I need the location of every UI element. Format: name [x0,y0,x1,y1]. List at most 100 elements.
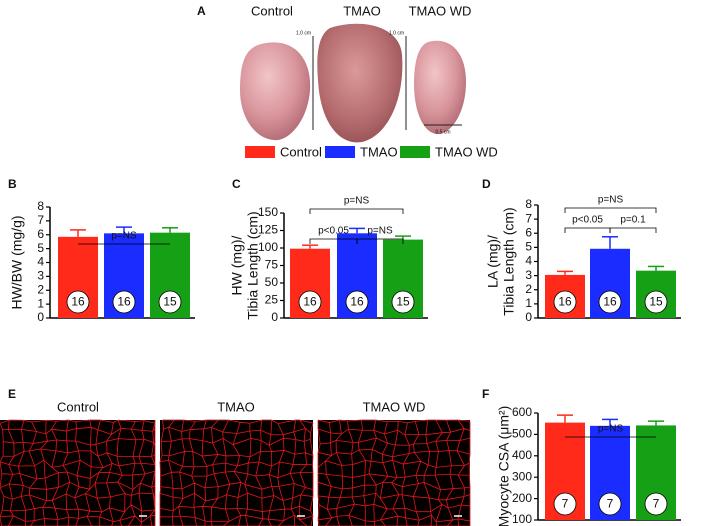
cell-borders [0,419,156,526]
annotation: p=0.1 [620,215,646,226]
n-label: 15 [649,295,663,309]
heart-control [240,42,311,141]
y-tick-label: 6 [525,225,532,239]
photo-label: TMAO WD [409,3,472,18]
y-tick-label: 500 [512,427,532,441]
n-badge [553,492,577,516]
legend-label: Control [280,144,322,159]
n-badge [391,290,415,314]
heart-tmao [317,23,403,143]
n-badge [158,290,182,314]
legend-swatch [245,146,275,158]
n-label: 16 [350,295,364,309]
annotation: p<0.05 [318,226,349,237]
y-tick-label: 4 [525,254,532,268]
y-tick-label: 100 [512,512,532,526]
legend-label: TMAO WD [435,144,498,159]
y-tick-label: 7 [37,213,44,227]
annotation: p=NS [367,226,393,237]
y-tick-label: 25 [265,293,279,307]
bracket [609,227,657,233]
n-label: 16 [303,295,317,309]
n-badge [298,290,322,314]
bracket [564,227,611,233]
y-tick-label: 400 [512,448,532,462]
y-tick-label: 1 [525,296,532,310]
panel-letter: B [8,177,17,191]
n-badge [598,492,622,516]
micrograph-label: Control [57,399,99,414]
n-label: 15 [396,295,410,309]
legend-label: TMAO [360,144,398,159]
n-label: 16 [603,295,617,309]
n-label: 16 [558,295,572,309]
scale-label: 1.0 cm [296,30,311,36]
scale-label: 1.0 cm [389,30,404,36]
y-tick-label: 200 [512,491,532,505]
annotation: p=NS [598,195,624,206]
n-badge [112,290,136,314]
micrograph [318,420,470,526]
cell-borders [317,419,471,526]
y-axis-label: HW/BW (mg/g) [9,215,25,309]
n-badge [644,290,668,314]
n-label: 7 [653,497,660,511]
annotation: p<0.05 [572,215,603,226]
annotation: p=NS [598,424,624,435]
panel-letter: F [482,387,489,401]
y-tick-label: 8 [525,197,532,211]
y-tick-label: 600 [512,405,532,419]
n-label: 15 [163,295,177,309]
y-tick-label: 0 [525,310,532,324]
y-axis-label: Myocyte CSA (μm²) [496,406,512,526]
heart-tmao-wd [414,40,466,135]
y-tick-label: 6 [37,227,44,241]
photo-label: TMAO [343,3,381,18]
panel-letter: C [232,177,241,191]
y-tick-label: 2 [525,282,532,296]
y-tick-label: 3 [37,269,44,283]
y-tick-label: 7 [525,211,532,225]
micrographs [0,419,471,526]
y-axis-label: LA (mg)/ [485,235,501,288]
panel-letter: D [482,177,491,191]
legend-swatch [325,146,355,158]
y-axis-label: HW (mg)/ [229,235,245,295]
y-tick-label: 3 [525,268,532,282]
n-badge [644,492,668,516]
y-tick-label: 0 [271,310,278,324]
n-badge [553,290,577,314]
annotation: p=NS [111,231,137,242]
n-label: 16 [117,295,131,309]
y-tick-label: 125 [258,223,278,237]
panel-letter: A [197,4,206,18]
y-tick-label: 5 [37,241,44,255]
y-tick-label: 100 [258,240,278,254]
micrograph-label: TMAO [217,399,255,414]
legend-swatch [400,146,430,158]
n-badge [598,290,622,314]
micrograph-label: TMAO WD [363,399,426,414]
bracket [564,207,657,213]
y-tick-label: 1 [37,296,44,310]
n-label: 16 [71,295,85,309]
n-label: 7 [562,497,569,511]
y-tick-label: 2 [37,282,44,296]
y-tick-label: 75 [265,258,279,272]
n-label: 7 [607,497,614,511]
n-badge [345,290,369,314]
scale-label: 0.5 cm [435,129,450,135]
y-tick-label: 8 [37,199,44,213]
y-axis-label: Tibia Length (cm) [245,211,261,319]
y-axis-label: Tibia Length (cm) [501,207,517,315]
cell-borders [159,419,314,526]
bracket [309,208,404,214]
y-tick-label: 300 [512,469,532,483]
y-tick-label: 150 [258,205,278,219]
panel-letter: E [8,387,16,401]
bracket [356,238,404,244]
heart-photos [240,23,466,143]
y-tick-label: 50 [265,275,279,289]
n-badge [66,290,90,314]
